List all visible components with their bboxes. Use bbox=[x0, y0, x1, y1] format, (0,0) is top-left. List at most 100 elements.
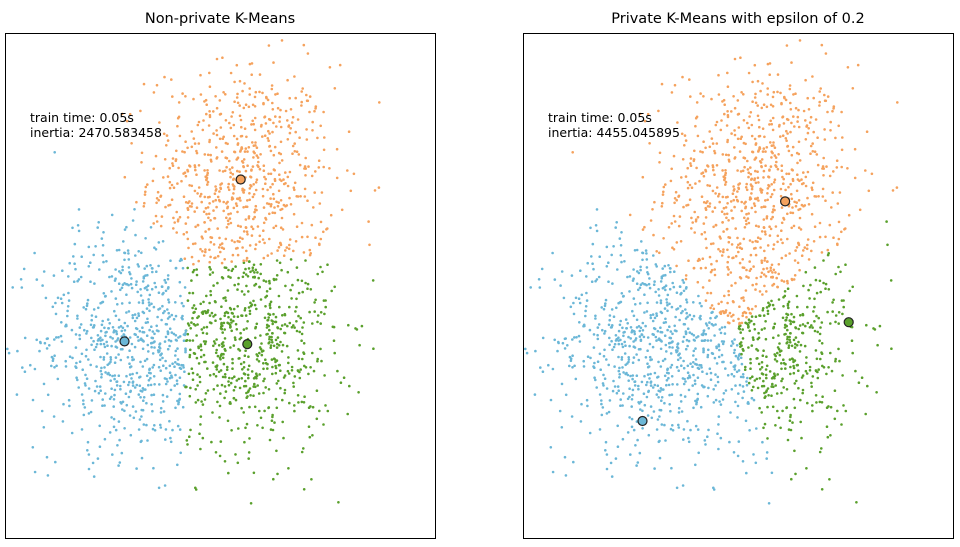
data-point bbox=[727, 153, 730, 157]
data-point bbox=[268, 132, 271, 135]
data-point bbox=[715, 120, 719, 124]
data-point bbox=[123, 251, 127, 255]
data-point bbox=[184, 329, 188, 333]
data-point bbox=[268, 212, 271, 216]
data-point bbox=[232, 206, 236, 210]
data-point bbox=[651, 345, 655, 349]
data-point bbox=[184, 385, 187, 389]
data-point bbox=[135, 467, 138, 470]
data-point bbox=[242, 165, 245, 169]
data-point bbox=[749, 357, 752, 361]
data-point bbox=[704, 322, 708, 325]
data-point bbox=[743, 226, 747, 229]
data-point bbox=[758, 160, 762, 163]
data-point bbox=[276, 342, 279, 346]
data-point bbox=[789, 365, 792, 369]
data-point bbox=[153, 346, 156, 349]
data-point bbox=[191, 378, 195, 382]
data-point bbox=[760, 165, 763, 169]
data-point bbox=[664, 317, 667, 321]
data-point bbox=[245, 230, 249, 233]
data-point bbox=[199, 302, 202, 306]
data-point bbox=[789, 182, 792, 186]
data-point bbox=[727, 268, 730, 271]
data-point bbox=[689, 95, 692, 98]
data-point bbox=[746, 306, 750, 310]
data-point bbox=[215, 157, 218, 160]
data-point bbox=[159, 406, 163, 410]
data-point bbox=[755, 276, 758, 280]
data-point bbox=[807, 108, 811, 111]
data-point bbox=[210, 160, 213, 163]
data-point bbox=[316, 357, 320, 361]
data-point bbox=[681, 158, 685, 161]
data-point bbox=[571, 151, 574, 154]
data-point bbox=[208, 301, 211, 305]
data-point bbox=[612, 245, 615, 248]
data-point bbox=[781, 241, 784, 245]
data-point bbox=[820, 342, 824, 345]
data-point bbox=[270, 252, 273, 255]
data-point bbox=[751, 336, 755, 339]
data-point bbox=[558, 409, 562, 413]
data-point bbox=[757, 118, 761, 122]
data-point bbox=[569, 359, 573, 363]
data-point bbox=[306, 235, 309, 239]
data-point bbox=[319, 311, 323, 314]
data-point bbox=[170, 78, 173, 81]
data-point bbox=[785, 129, 788, 133]
data-point bbox=[215, 368, 219, 371]
data-point bbox=[826, 435, 830, 439]
data-point bbox=[219, 126, 223, 129]
data-point bbox=[797, 327, 800, 331]
data-point bbox=[749, 312, 752, 315]
data-point bbox=[147, 350, 150, 353]
data-point bbox=[258, 373, 262, 376]
data-point bbox=[702, 95, 705, 98]
data-point bbox=[686, 327, 690, 331]
data-point bbox=[746, 121, 749, 125]
data-point bbox=[232, 396, 236, 400]
data-point bbox=[254, 204, 258, 208]
data-point bbox=[256, 354, 260, 358]
data-point bbox=[270, 203, 273, 206]
data-point bbox=[767, 270, 770, 274]
data-point bbox=[789, 108, 793, 111]
data-point bbox=[140, 251, 143, 255]
data-point bbox=[777, 347, 781, 351]
data-point bbox=[637, 387, 640, 391]
data-point bbox=[809, 152, 812, 155]
data-point bbox=[797, 108, 800, 112]
data-point bbox=[191, 291, 195, 295]
data-point bbox=[35, 278, 39, 281]
data-point bbox=[267, 341, 271, 345]
data-point bbox=[125, 311, 128, 314]
data-point bbox=[176, 463, 179, 467]
data-point bbox=[234, 322, 238, 326]
data-point bbox=[146, 284, 150, 288]
data-point bbox=[243, 150, 247, 153]
data-point bbox=[129, 389, 132, 393]
data-point bbox=[209, 255, 212, 259]
data-point bbox=[723, 112, 726, 116]
data-point bbox=[99, 336, 102, 340]
data-point bbox=[149, 264, 152, 267]
data-point bbox=[87, 245, 91, 249]
data-point bbox=[820, 43, 824, 47]
data-point bbox=[724, 169, 727, 172]
data-point bbox=[717, 447, 720, 451]
data-point bbox=[770, 144, 774, 147]
data-point bbox=[216, 227, 219, 230]
data-point bbox=[234, 453, 237, 456]
data-point bbox=[256, 156, 260, 159]
data-point bbox=[632, 314, 636, 318]
data-point bbox=[870, 172, 874, 176]
data-point bbox=[766, 387, 770, 390]
data-point bbox=[264, 358, 267, 362]
data-point bbox=[163, 278, 166, 282]
data-point bbox=[222, 352, 225, 356]
data-point bbox=[639, 400, 643, 404]
data-point bbox=[796, 115, 800, 119]
data-point bbox=[265, 202, 269, 205]
data-point bbox=[728, 440, 731, 444]
